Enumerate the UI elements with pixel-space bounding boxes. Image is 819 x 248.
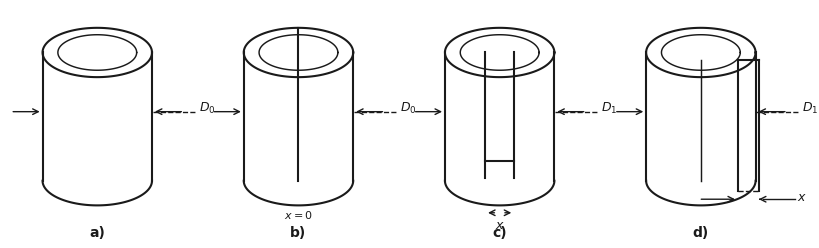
Text: c): c)	[491, 225, 506, 240]
Text: $D_1$: $D_1$	[600, 100, 617, 116]
Text: $D_0$: $D_0$	[198, 100, 215, 116]
Text: $x$: $x$	[796, 191, 806, 205]
Text: a): a)	[89, 225, 105, 240]
Text: $D_0$: $D_0$	[400, 100, 416, 116]
Text: $x = 0$: $x = 0$	[283, 209, 313, 221]
Text: $x$: $x$	[494, 219, 504, 232]
Text: $D_1$: $D_1$	[801, 100, 817, 116]
Text: d): d)	[692, 225, 708, 240]
Text: b): b)	[290, 225, 306, 240]
